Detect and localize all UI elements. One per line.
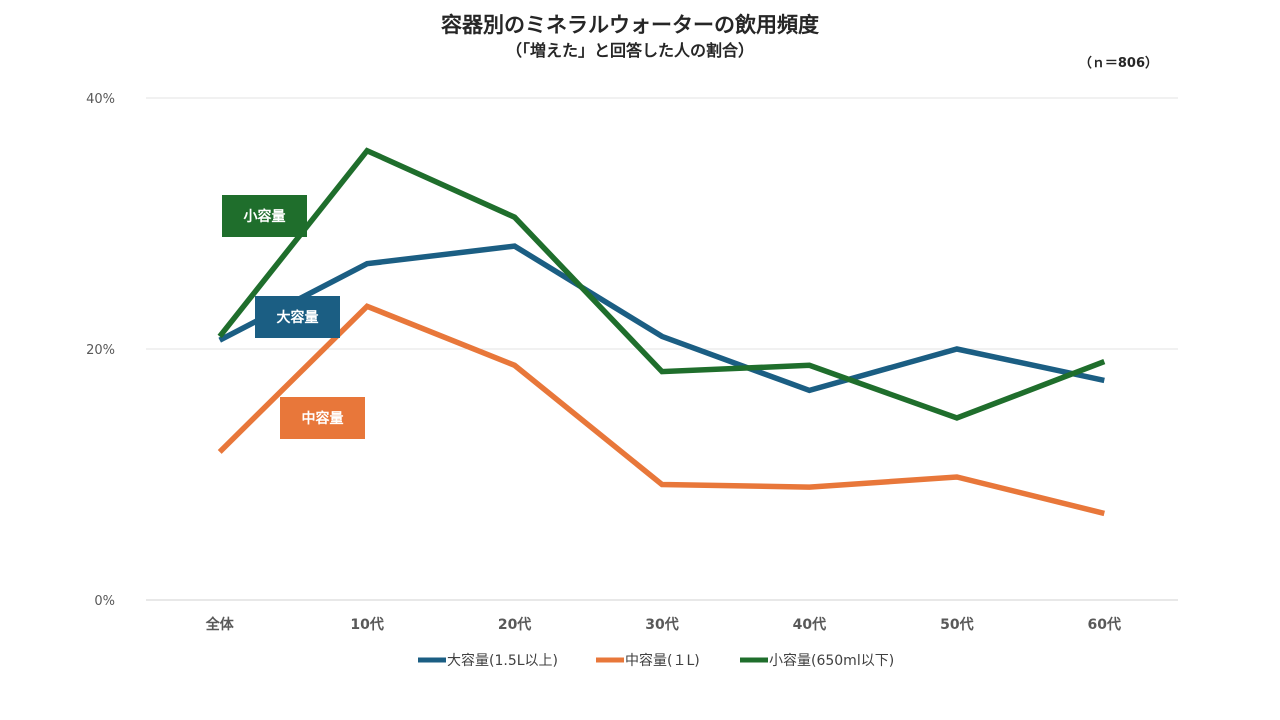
callout-box	[280, 397, 365, 439]
legend: 大容量(1.5L以上) 中容量(１L) 小容量(650ml以下)	[418, 652, 894, 669]
x-axis-ticks: 全体 10代 20代 30代 40代 50代 60代	[205, 616, 1121, 633]
series-callout: 大容量	[255, 296, 340, 338]
callout-box	[255, 296, 340, 338]
x-tick-label: 全体	[205, 616, 235, 633]
x-tick-label: 10代	[350, 616, 383, 633]
series-callout: 中容量	[280, 397, 365, 439]
legend-label: 中容量(１L)	[625, 652, 700, 669]
x-tick-label: 20代	[498, 616, 531, 633]
chart-title: 容器別のミネラルウォーターの飲用頻度	[441, 13, 819, 37]
legend-label: 小容量(650ml以下)	[769, 652, 894, 669]
legend-item: 小容量(650ml以下)	[740, 652, 894, 669]
x-tick-label: 50代	[940, 616, 973, 633]
gridlines	[146, 97, 1178, 601]
y-axis-ticks: 0% 20% 40%	[86, 92, 115, 609]
series-lines	[217, 147, 1106, 517]
callout-label: 小容量	[244, 208, 286, 225]
legend-item: 大容量(1.5L以上)	[418, 652, 558, 669]
chart-subtitle: （「増えた」と回答した人の割合）	[506, 41, 754, 60]
callout-label: 大容量	[277, 309, 319, 326]
y-tick-label: 20%	[86, 343, 115, 358]
y-tick-label: 40%	[86, 92, 115, 107]
y-tick-label: 0%	[94, 594, 115, 609]
legend-label: 大容量(1.5L以上)	[447, 652, 558, 669]
legend-item: 中容量(１L)	[596, 652, 700, 669]
callout-box	[222, 195, 307, 237]
x-tick-label: 60代	[1088, 616, 1121, 633]
x-tick-label: 30代	[645, 616, 678, 633]
x-tick-label: 40代	[793, 616, 826, 633]
callout-label: 中容量	[302, 410, 344, 427]
sample-size-note: （ｎ＝806）	[1079, 55, 1158, 71]
series-callout: 小容量	[222, 195, 307, 237]
series-line	[217, 147, 1106, 421]
